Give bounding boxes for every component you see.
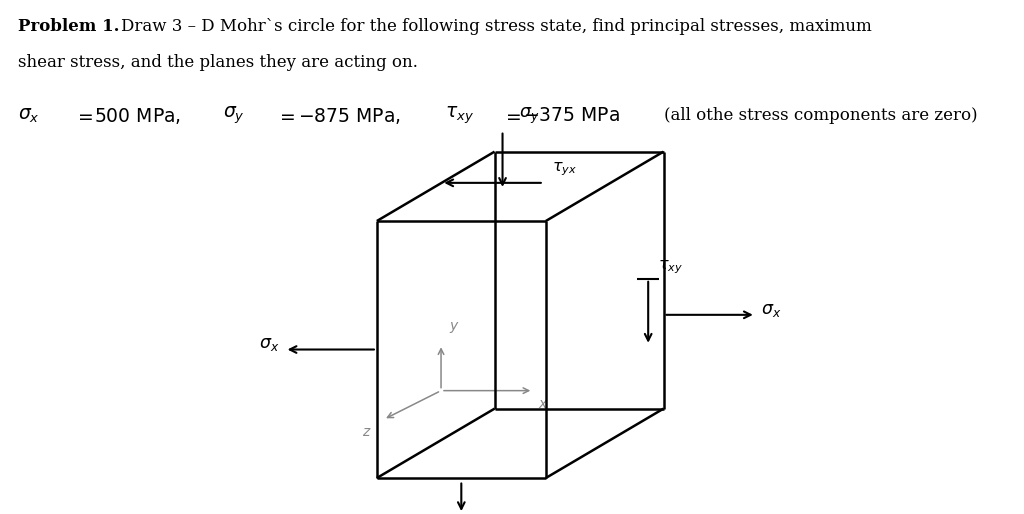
Text: $=$: $=$ (502, 106, 521, 125)
Text: $\sigma_x$: $\sigma_x$ (259, 335, 280, 354)
Text: $\tau_{xy}$: $\tau_{xy}$ (658, 259, 683, 276)
Text: $y$: $y$ (450, 320, 460, 335)
Text: $\sigma_y$: $\sigma_y$ (223, 105, 245, 126)
Text: shear stress, and the planes they are acting on.: shear stress, and the planes they are ac… (18, 54, 419, 71)
Text: $x$: $x$ (539, 397, 549, 411)
Text: $=$: $=$ (74, 106, 93, 125)
Text: $\tau_{yx}$: $\tau_{yx}$ (552, 160, 577, 178)
Text: (all othe stress components are zero): (all othe stress components are zero) (664, 107, 977, 124)
Text: $\sigma_x$: $\sigma_x$ (761, 301, 781, 319)
Text: $\sigma_x$: $\sigma_x$ (18, 106, 40, 125)
Text: Draw 3 – D Mohr`s circle for the following stress state, find principal stresses: Draw 3 – D Mohr`s circle for the followi… (121, 18, 871, 35)
Text: $-375\ \mathrm{MPa}$: $-375\ \mathrm{MPa}$ (523, 106, 621, 125)
Text: $500\ \mathrm{MPa,}$: $500\ \mathrm{MPa,}$ (94, 106, 181, 125)
Text: $=$: $=$ (276, 106, 296, 125)
Text: $-875\ \mathrm{MPa,}$: $-875\ \mathrm{MPa,}$ (298, 106, 400, 125)
Text: Problem 1.: Problem 1. (18, 18, 120, 35)
Text: $z$: $z$ (361, 425, 371, 438)
Text: $\sigma_y$: $\sigma_y$ (519, 105, 540, 125)
Text: $\tau_{xy}$: $\tau_{xy}$ (445, 105, 474, 126)
